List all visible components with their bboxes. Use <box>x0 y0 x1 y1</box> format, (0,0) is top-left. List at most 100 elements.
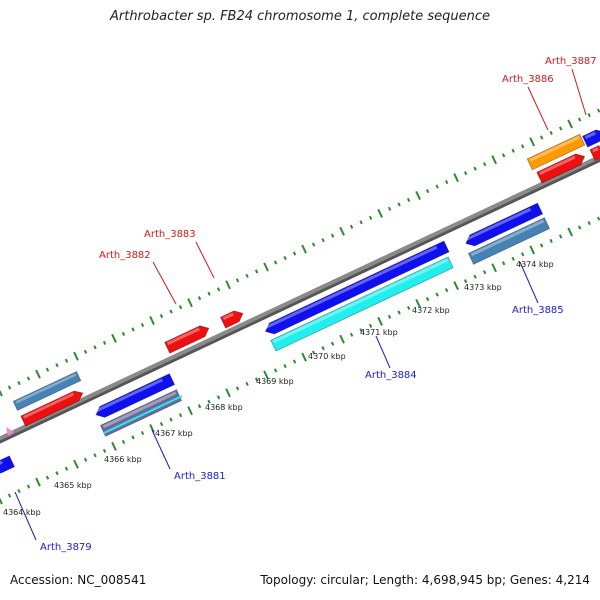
minor-tick <box>283 255 287 261</box>
minor-tick <box>549 238 553 244</box>
major-tick <box>301 352 307 362</box>
minor-tick <box>482 270 487 275</box>
minor-tick <box>169 309 173 314</box>
minor-tick <box>597 108 600 113</box>
gene-blue-3881-upper[interactable] <box>93 373 176 421</box>
minor-tick <box>577 225 582 230</box>
minor-tick <box>207 291 211 296</box>
minor-tick <box>17 489 21 494</box>
minor-tick <box>283 363 287 369</box>
gene-arth-3884-highlight <box>272 258 449 344</box>
gene-blue-left-edge[interactable] <box>0 455 16 476</box>
minor-tick <box>102 340 107 345</box>
minor-tick <box>482 162 487 167</box>
leader-line <box>527 86 549 131</box>
gene-red-edge[interactable] <box>589 144 600 162</box>
gene-arth-3883-shape <box>219 310 244 329</box>
minor-tick <box>254 377 259 382</box>
kbp-label: 4373 kbp <box>464 283 502 292</box>
major-tick <box>225 280 231 290</box>
gene-arth-3884-shape <box>270 256 454 352</box>
minor-tick <box>444 180 449 185</box>
minor-tick <box>254 269 259 274</box>
minor-tick <box>55 471 59 476</box>
minor-tick <box>83 349 88 354</box>
chromosome-backbone <box>0 154 600 441</box>
minor-tick <box>587 221 591 226</box>
gene-label-arth-3879[interactable]: Arth_3879 <box>40 542 92 553</box>
minor-tick <box>207 399 211 404</box>
minor-tick <box>321 238 325 243</box>
minor-tick <box>131 327 135 332</box>
gene-arth-3882[interactable] <box>164 323 212 354</box>
minor-tick <box>235 386 240 391</box>
gene-arth-3886[interactable] <box>536 151 587 184</box>
minor-tick <box>216 395 221 400</box>
major-tick <box>35 369 41 379</box>
minor-tick <box>311 350 316 355</box>
minor-tick <box>520 252 525 257</box>
major-tick <box>529 137 535 147</box>
minor-tick <box>558 126 563 131</box>
minor-tick <box>7 493 12 498</box>
leader-line <box>151 429 171 470</box>
minor-tick <box>273 260 278 265</box>
kbp-label: 4372 kbp <box>412 306 450 315</box>
gene-label-arth-3881[interactable]: Arth_3881 <box>174 471 226 482</box>
minor-tick <box>197 404 202 409</box>
gene-arth-3884[interactable] <box>270 256 454 352</box>
major-tick <box>149 424 155 434</box>
major-tick <box>187 298 193 308</box>
minor-tick <box>463 171 468 176</box>
gene-label-arth-3887[interactable]: Arth_3887 <box>545 56 597 67</box>
gene-label-arth-3882[interactable]: Arth_3882 <box>99 250 151 261</box>
gene-label-arth-3886[interactable]: Arth_3886 <box>502 74 554 85</box>
gene-blue-3885-upper[interactable] <box>463 202 544 249</box>
minor-tick <box>539 243 544 248</box>
gene-red-left-highlight <box>23 392 74 419</box>
gene-red-left[interactable] <box>20 388 85 427</box>
leader-line <box>375 335 391 369</box>
gene-arth-3882-highlight <box>166 327 200 346</box>
gene-stripe-cyan <box>103 395 183 434</box>
gene-arth-3885[interactable] <box>467 217 551 265</box>
minor-tick <box>330 233 335 238</box>
gene-label-arth-3884[interactable]: Arth_3884 <box>365 370 417 381</box>
minor-tick <box>425 188 430 194</box>
minor-tick <box>64 466 69 471</box>
topology-summary: Topology: circular; Length: 4,698,945 bp… <box>260 573 590 587</box>
minor-tick <box>235 278 240 283</box>
gene-red-left-shape <box>20 390 84 427</box>
major-tick <box>377 208 383 218</box>
gene-arth-3884-blue[interactable] <box>263 240 450 337</box>
major-tick <box>35 477 41 487</box>
gene-label-arth-3885[interactable]: Arth_3885 <box>512 305 564 316</box>
gene-arth-3886-orange-shape <box>526 133 586 171</box>
gene-steel-left-outer[interactable] <box>12 371 82 411</box>
minor-tick <box>178 413 183 418</box>
major-tick <box>339 226 345 236</box>
gene-arth-3884-blue-shape <box>264 240 450 335</box>
minor-tick <box>102 448 107 453</box>
gene-arth-3885-shape <box>467 217 551 265</box>
minor-tick <box>245 273 249 278</box>
minor-tick <box>121 331 126 336</box>
gene-label-arth-3883[interactable]: Arth_3883 <box>144 229 196 240</box>
minor-tick <box>26 484 31 489</box>
gene-arth-3885-highlight <box>470 219 545 257</box>
gene-arth-3887-highlight <box>584 131 596 140</box>
minor-tick <box>93 345 97 350</box>
gene-blue-3885-upper-highlight <box>465 207 532 241</box>
gene-arth-3886-orange[interactable] <box>526 133 586 171</box>
kbp-label: 4364 kbp <box>3 508 41 517</box>
major-tick <box>187 406 193 416</box>
minor-tick <box>435 292 439 297</box>
major-tick <box>111 333 117 343</box>
minor-tick <box>45 367 50 372</box>
minor-tick <box>501 261 506 266</box>
gene-arth-3887[interactable] <box>581 127 600 148</box>
minor-tick <box>577 117 582 122</box>
gene-arth-3883[interactable] <box>219 308 245 329</box>
kbp-label: 4367 kbp <box>155 429 193 438</box>
